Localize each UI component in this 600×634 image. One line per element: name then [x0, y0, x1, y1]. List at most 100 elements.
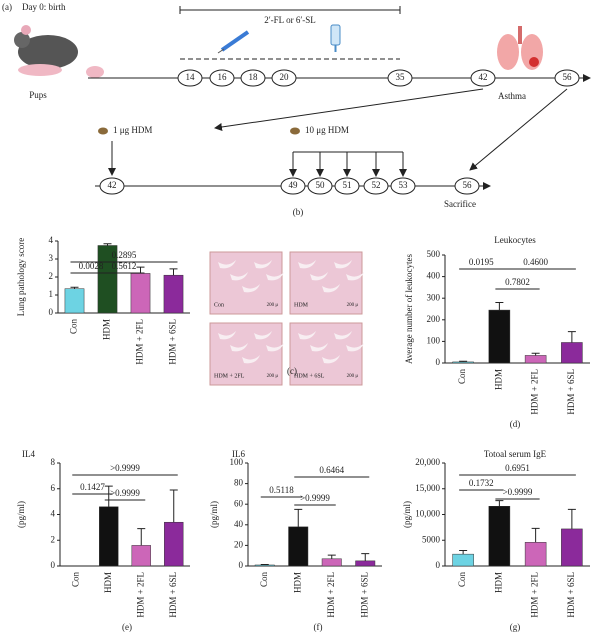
x-tick-label: HDM	[103, 572, 113, 593]
lungs-icon	[497, 26, 543, 70]
error-bar	[136, 266, 145, 274]
day-node	[209, 69, 235, 87]
x-tick-label: HDM + 2FL	[530, 369, 540, 415]
chart-title: Totoal serum IgE	[484, 449, 547, 459]
x-tick-label: HDM + 2FL	[326, 572, 336, 618]
tissue-space	[334, 260, 352, 269]
bar	[524, 355, 547, 364]
panel-label: (a)	[2, 2, 12, 12]
y-tick-label: 300	[427, 292, 441, 302]
histology-image	[289, 251, 363, 315]
significance-label: >0.9999	[300, 493, 330, 503]
y-tick-label: 6	[51, 483, 56, 493]
day-label: 49	[289, 180, 299, 190]
day-label: 53	[399, 180, 409, 190]
day-label: 51	[343, 180, 352, 190]
y-tick-label: 5000	[422, 534, 441, 544]
arrow	[214, 88, 484, 131]
asthma-label: Asthma	[498, 91, 526, 101]
panel-label: (b)	[293, 207, 304, 217]
significance-label: 0.0195	[469, 257, 494, 267]
tissue-space	[218, 260, 236, 269]
y-tick-label: 400	[427, 271, 441, 281]
y-tick-label: 2	[51, 534, 56, 544]
tissue-space	[242, 284, 260, 293]
day-node	[363, 177, 389, 195]
y-tick-label: 200	[427, 314, 441, 324]
bar	[452, 361, 474, 364]
significance-label: 0.5118	[269, 485, 294, 495]
mite-icon	[290, 127, 300, 135]
y-tick-label: 500	[427, 249, 441, 259]
tissue-space	[346, 272, 364, 281]
error-bar	[169, 489, 178, 523]
error-bar	[104, 485, 113, 507]
chart-title: IL4	[22, 449, 35, 459]
day-node	[454, 177, 480, 195]
panel-label: (c)	[287, 366, 297, 376]
y-tick-label: 0	[436, 560, 441, 570]
x-tick-label: Con	[457, 369, 467, 385]
sensitization-label: 1 μg HDM	[113, 125, 152, 135]
tissue-space	[322, 284, 340, 293]
pups-label: Pups	[29, 90, 47, 100]
tissue-space	[322, 355, 340, 364]
tissue-space	[346, 343, 364, 352]
day-node	[554, 69, 580, 87]
y-tick-label: 40	[234, 519, 244, 529]
scale-label: 200 μ	[267, 303, 279, 308]
panel-label: (f)	[314, 622, 323, 632]
day-node	[334, 177, 360, 195]
bottle-icon	[330, 24, 341, 52]
day-label: 18	[249, 72, 259, 82]
error-bar	[531, 352, 540, 356]
y-tick-label: 0	[239, 560, 244, 570]
significance-label: >0.9999	[110, 463, 140, 473]
y-tick-label: 4	[49, 235, 54, 245]
error-bar	[567, 331, 576, 343]
error-bar	[294, 508, 303, 527]
bar	[99, 506, 119, 567]
day-label: 35	[396, 72, 406, 82]
significance-label: >0.9999	[503, 487, 533, 497]
bar	[561, 342, 583, 364]
day-label: 50	[316, 180, 326, 190]
x-tick-label: HDM + 6SL	[359, 572, 369, 618]
y-tick-label: 15,000	[415, 483, 440, 493]
bar	[524, 542, 547, 567]
day-label: 42	[479, 72, 488, 82]
x-tick-label: HDM + 6SL	[566, 369, 576, 415]
x-tick-label: HDM	[102, 319, 112, 340]
y-tick-label: 2	[49, 271, 54, 281]
bar	[131, 545, 151, 567]
error-bar	[361, 553, 370, 561]
tissue-space	[310, 272, 328, 281]
mouse-icon	[14, 25, 104, 78]
x-tick-label: Con	[70, 572, 80, 588]
significance-label: 0.4600	[523, 257, 548, 267]
tissue-space	[254, 260, 272, 269]
y-tick-label: 100	[427, 335, 441, 345]
end-label: Sacrifice	[444, 199, 476, 209]
y-tick-label: 4	[51, 509, 56, 519]
tissue-space	[266, 343, 284, 352]
bar	[355, 560, 376, 567]
significance-label: 0.5612	[112, 261, 137, 271]
x-tick-label: HDM + 6SL	[566, 572, 576, 618]
bar	[488, 506, 511, 567]
significance-label: 0.7802	[505, 277, 530, 287]
day-node	[307, 177, 333, 195]
y-axis-label: Lung pathology score	[16, 238, 26, 316]
significance-label: 0.0028	[79, 261, 104, 271]
day-label: 56	[463, 180, 473, 190]
x-tick-label: HDM + 6SL	[168, 572, 178, 618]
y-tick-label: 20	[234, 539, 244, 549]
bar	[163, 274, 184, 314]
mite-icon	[98, 127, 108, 135]
day-label: 56	[563, 72, 573, 82]
y-tick-label: 8	[51, 457, 56, 467]
y-tick-label: 80	[234, 478, 244, 488]
syringe-icon	[217, 30, 250, 54]
tissue-space	[266, 272, 284, 281]
tissue-space	[298, 260, 316, 269]
